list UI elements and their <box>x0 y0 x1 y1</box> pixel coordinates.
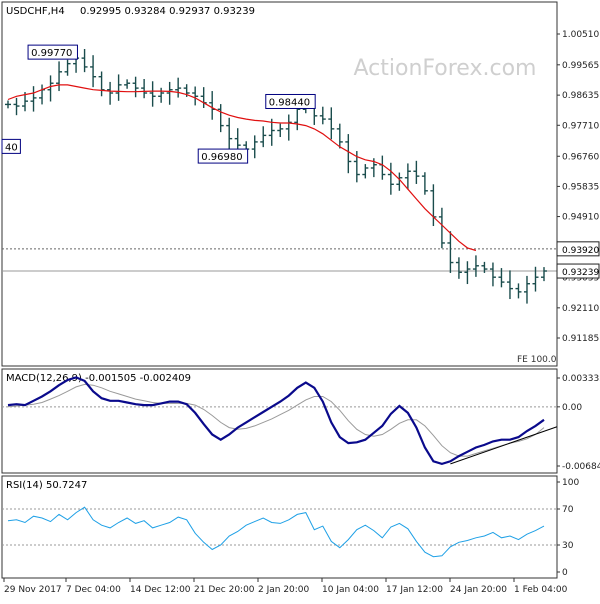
price-ohlc-bars <box>5 48 547 304</box>
price-tick-label: 0.94910 <box>562 213 599 223</box>
macd-trendline <box>450 426 558 465</box>
price-tick-label: 0.93035 <box>562 274 599 284</box>
macd-title: MACD(12,26,9) -0.001505 -0.002409 <box>6 373 191 384</box>
price-tick-label: 0.95835 <box>562 182 599 192</box>
chart-ohlc: 0.92995 0.93284 0.92937 0.93239 <box>80 6 255 17</box>
level-label: 0.93239 <box>562 268 599 278</box>
annotation-label: 0.96980 <box>201 152 242 163</box>
x-tick-label: 14 Dec 12:00 <box>130 585 191 595</box>
watermark: ActionForex.com <box>354 56 537 81</box>
annotation-box <box>265 93 316 109</box>
macd-tick-label: -0.006843 <box>562 462 600 472</box>
macd-tick-label: 0.00 <box>562 403 582 413</box>
price-panel-frame <box>1 1 558 367</box>
time-x-axis: 29 Nov 2017 7 Dec 04:00 14 Dec 12:00 21 Dec… <box>3 578 568 595</box>
rsi-title: RSI(14) 50.7247 <box>6 480 87 491</box>
level-label-box <box>556 263 600 279</box>
macd-panel-frame <box>1 368 558 474</box>
price-tick-label: 0.91185 <box>562 334 599 344</box>
price-horizontal-lines: 0.93920 0.93239 <box>2 241 600 279</box>
macd-signal-line <box>7 383 545 457</box>
level-label: 0.93920 <box>562 246 599 256</box>
rsi-lines <box>2 506 557 558</box>
x-tick-label: 29 Nov 2017 <box>4 585 62 595</box>
price-tick-label: 1.00510 <box>562 30 599 40</box>
annotation-label: 0.98440 <box>269 97 310 108</box>
price-tick-label: 0.98635 <box>562 91 599 101</box>
x-tick-label: 17 Jan 12:00 <box>386 585 443 595</box>
annotation-label: 0.99770 <box>31 48 72 59</box>
rsi-panel-frame <box>1 475 558 579</box>
rsi-tick-label: 100 <box>562 478 579 488</box>
price-tick-label: 0.96760 <box>562 152 599 162</box>
macd-y-axis: 0.003335 0.00 -0.006843 <box>557 374 600 472</box>
macd-main-line <box>7 376 545 466</box>
price-tick-label: 0.97710 <box>562 121 599 131</box>
x-tick-label: 24 Jan 20:00 <box>450 585 507 595</box>
chart-symbol: USDCHF,H4 <box>6 6 65 17</box>
rsi-tick-label: 0 <box>562 568 568 578</box>
price-tick-label: 0.92110 <box>562 304 599 314</box>
x-tick-label: 21 Dec 20:00 <box>194 585 255 595</box>
price-tick-label: 0.99565 <box>562 61 599 71</box>
rsi-y-axis: 100 70 30 0 <box>557 478 579 578</box>
x-tick-label: 2 Jan 20:00 <box>258 585 310 595</box>
annotation-box <box>197 148 249 164</box>
macd-tick-label: 0.003335 <box>562 374 600 384</box>
macd-lines <box>2 376 558 466</box>
x-tick-label: 10 Jan 04:00 <box>322 585 379 595</box>
price-annotations: 0.99770 0.98440 0.96980 40 <box>1 44 316 164</box>
rsi-tick-label: 70 <box>562 505 574 515</box>
rsi-tick-label: 30 <box>562 541 574 551</box>
annotation-label: 40 <box>5 142 18 153</box>
x-tick-label: 7 Dec 04:00 <box>66 585 121 595</box>
rsi-line <box>7 506 545 558</box>
moving-average-line <box>7 84 477 252</box>
annotation-box <box>1 138 21 154</box>
moving-average <box>7 84 477 252</box>
x-tick-label: 1 Feb 04:00 <box>514 585 568 595</box>
level-label-box <box>556 241 600 257</box>
fe-label: FE 100.0 <box>517 355 557 365</box>
annotation-box <box>27 44 78 60</box>
